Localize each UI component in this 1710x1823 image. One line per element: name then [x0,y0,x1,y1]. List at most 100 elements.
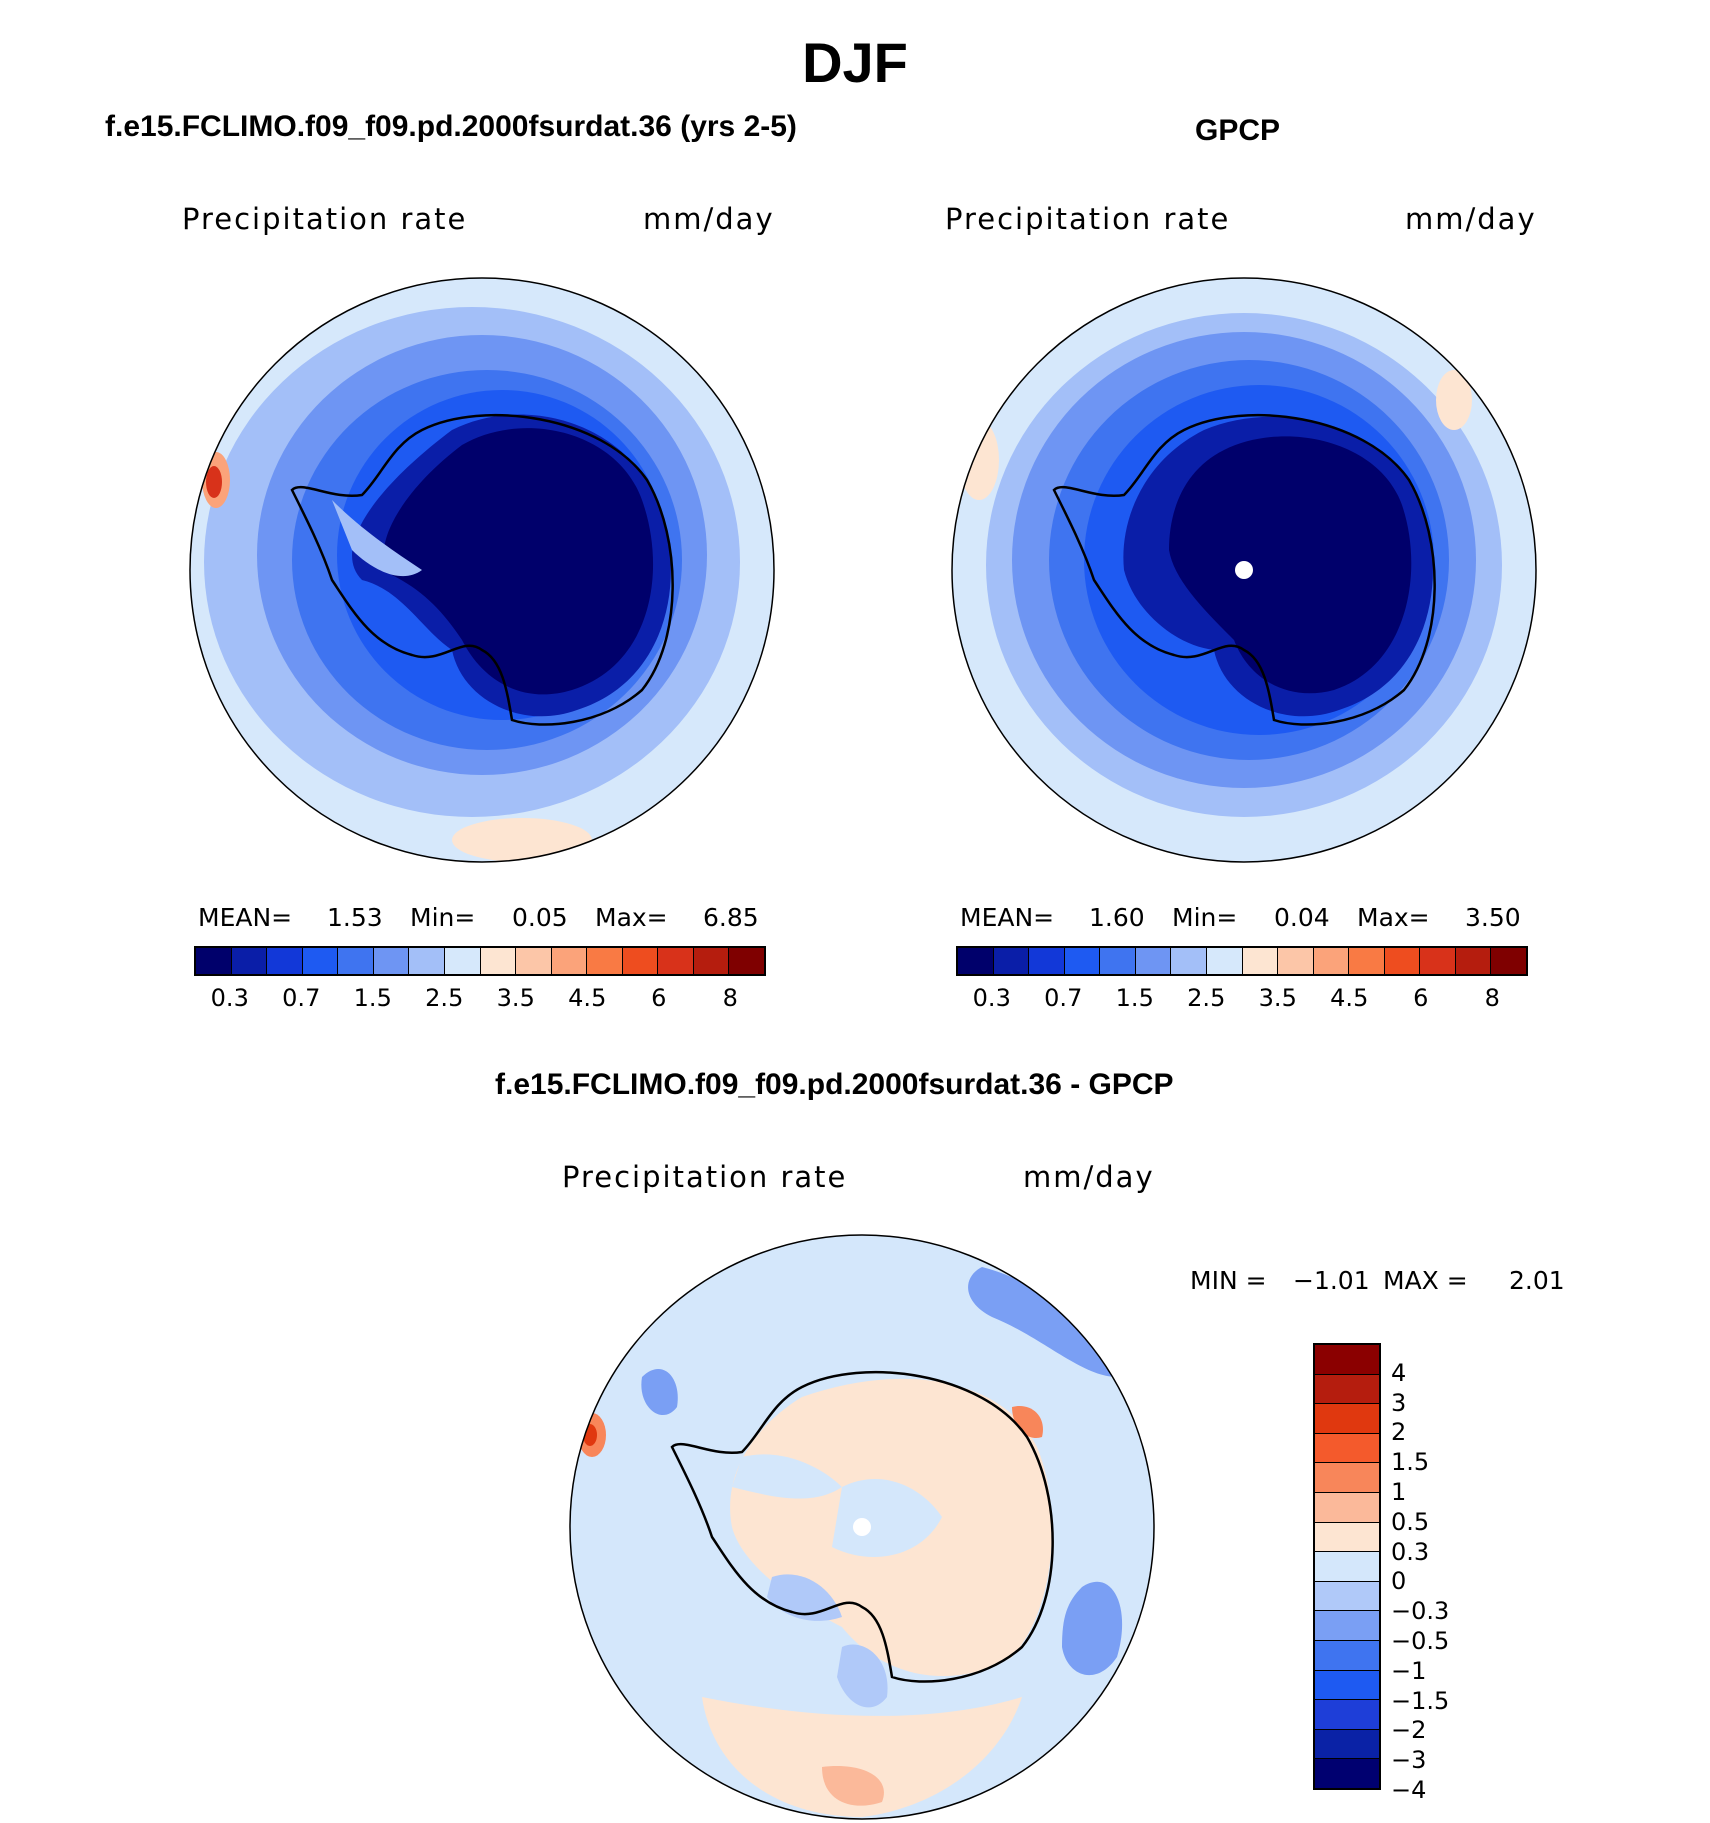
colorbar-swatch [993,948,1030,974]
panel3-max-label: MAX = [1383,1266,1468,1295]
panel1-contour-band [332,500,422,577]
panel3-contour-band [832,1478,942,1557]
panel3-units-label: mm/day [1023,1160,1155,1194]
colorbar-swatch [1100,948,1136,974]
colorbar-swatch [693,948,730,974]
colorbar-tick-label: 3.5 [496,984,535,1012]
panel1-min-label: Min= [410,903,476,932]
panel1-min-value: 0.05 [512,903,568,932]
panel2-variable-label: Precipitation rate [945,202,1231,236]
colorbar-swatch [1315,1345,1379,1375]
colorbar-tick-label: 0.5 [1391,1507,1430,1536]
panel2-map-boundary [951,277,1537,863]
panel3-variable-label: Precipitation rate [562,1160,848,1194]
panel3-contour-band [702,1697,1022,1817]
colorbar-tick-label: −1 [1391,1656,1427,1685]
colorbar-tick-label: 3 [1391,1388,1407,1417]
panel3-min-value: −1.01 [1293,1266,1370,1295]
panel1-map-boundary [189,277,775,863]
colorbar-swatch [480,948,517,974]
colorbar-swatch [1315,1640,1379,1671]
panel2-units-label: mm/day [1405,202,1537,236]
colorbar-swatch [302,948,339,974]
colorbar-tick-label: 2 [1391,1418,1407,1447]
colorbar-swatch [1315,1522,1379,1553]
colorbar-tick-label: 4 [1391,1358,1407,1387]
colorbar-tick-label: 6 [1413,984,1429,1012]
colorbar-swatch [1315,1404,1379,1434]
panel2-map [951,277,1537,863]
colorbar-swatch [1135,948,1172,974]
panel3-pole-hole [853,1518,871,1536]
colorbar-tick-label: 0.7 [282,984,321,1012]
colorbar-swatch [196,948,232,974]
colorbar-tick-label: −0.5 [1391,1627,1450,1655]
colorbar-swatch [1315,1670,1379,1701]
panel3-min-label: MIN = [1190,1266,1267,1295]
colorbar-swatch [1315,1581,1379,1612]
colorbar-swatch [516,948,552,974]
colorbar-tick-label: 1.5 [1115,984,1154,1012]
colorbar-tick-label: 0.3 [210,984,249,1012]
panel1-units-label: mm/day [643,202,775,236]
panel2-mean-label: MEAN= [960,903,1055,932]
panel3-contour-band [732,1454,842,1499]
colorbar-tick-label: −4 [1391,1776,1427,1804]
panel1-contour-band [452,818,592,862]
colorbar-swatch [587,948,623,974]
colorbar-tick-label: 4.5 [568,984,607,1012]
panel2-min-label: Min= [1172,903,1238,932]
panel3-contour-band [1012,1406,1043,1438]
panel3-contour-band [1062,1581,1123,1676]
panel1-variable-label: Precipitation rate [182,202,468,236]
colorbar-swatch [267,948,303,974]
panel3-contour-band [837,1644,888,1708]
panel3-max-value: 2.01 [1509,1266,1565,1295]
panel3-contour-band [641,1368,678,1416]
colorbar-swatch [729,948,764,974]
colorbar-tick-label: 8 [722,984,738,1012]
colorbar-swatch [1242,948,1279,974]
panel2-mean-value: 1.60 [1089,903,1145,932]
colorbar-swatch [1315,1611,1379,1641]
colorbar-swatch [1313,948,1350,974]
colorbar-tick-label: 0.7 [1044,984,1083,1012]
colorbar-tick-label: 3.5 [1258,984,1297,1012]
panel1-mean-value: 1.53 [327,903,383,932]
panel1-max-label: Max= [595,903,668,932]
colorbar-tick-label: 2.5 [1187,984,1226,1012]
colorbar-swatch [1315,1759,1379,1788]
panel1-contour-band [206,466,222,498]
colorbar-swatch [231,948,268,974]
panel2-pole-hole [1235,561,1253,579]
colorbar-swatch [1384,948,1421,974]
colorbar-swatch [958,948,994,974]
colorbar-tick-label: 1.5 [1391,1448,1430,1477]
panel2-contour-band [1169,436,1412,694]
colorbar-swatch [1064,948,1101,974]
colorbar-swatch [1315,1552,1379,1582]
colorbar-tick-label: 6 [651,984,667,1012]
panel3-coastline [670,1371,1054,1683]
panel1-colorbar [194,946,766,976]
colorbar-tick-label: 8 [1484,984,1500,1012]
panel2-max-value: 3.50 [1465,903,1521,932]
panel2-coastline [1052,414,1436,726]
panel2-contour-band [1436,370,1472,430]
colorbar-swatch [1029,948,1065,974]
colorbar-tick-label: −3 [1391,1746,1427,1775]
colorbar-swatch [1420,948,1456,974]
colorbar-tick-label: −2 [1391,1716,1427,1745]
panel3-colorbar [1313,1343,1381,1790]
colorbar-tick-label: 1.5 [353,984,392,1012]
panel2-contour-band [959,420,999,500]
colorbar-swatch [409,948,445,974]
colorbar-tick-label: 2.5 [425,984,464,1012]
colorbar-swatch [1315,1374,1379,1405]
colorbar-tick-label: 4.5 [1330,984,1369,1012]
panel2-colorbar [956,946,1528,976]
colorbar-swatch [373,948,410,974]
panel3-contour-band [968,1267,1117,1377]
panel2-subtitle: GPCP [1195,114,1281,147]
colorbar-swatch [1206,948,1243,974]
